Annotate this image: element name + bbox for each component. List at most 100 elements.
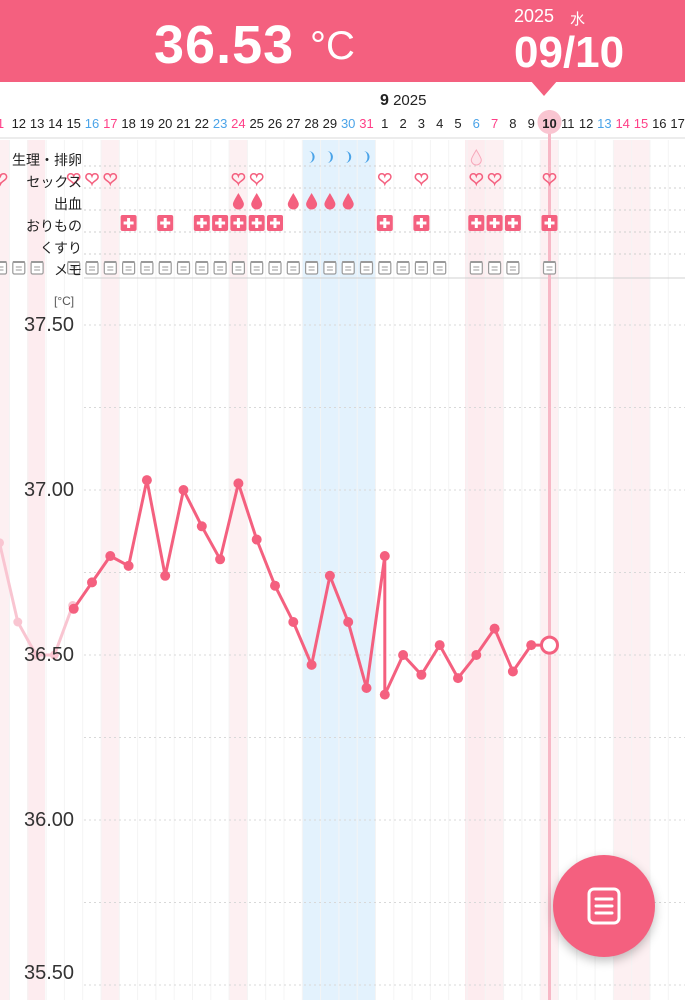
memo-icon [176,261,191,275]
day-header-label[interactable]: 20 [158,116,172,131]
chart-point [343,617,354,627]
discharge-plus-icon [376,215,393,231]
memo-icon [0,261,8,275]
day-header-label[interactable]: 15 [66,116,80,131]
memo-icon [341,261,355,275]
chart-point [379,689,390,700]
day-header-label[interactable]: 4 [436,116,443,131]
memo-icon [268,261,282,275]
selected-weekday: 水 [570,11,586,28]
memo-icon [488,261,502,275]
day-header-label[interactable]: 24 [231,116,245,131]
chart-point [68,603,79,614]
row-label-bleeding: 出血 [54,196,82,212]
memo-icon [30,261,44,275]
period-moon-icon [308,151,315,163]
day-header-label[interactable]: 6 [473,116,480,131]
chart-point [251,534,262,545]
row-label-medicine: くすり [40,240,82,256]
discharge-plus-icon [413,215,430,231]
chart-point [398,650,409,660]
day-header-label[interactable]: 7 [491,116,498,131]
day-header-label[interactable]: 12 [12,116,26,131]
row-label-sex: セックス [26,174,82,190]
weekend-band [632,140,650,1000]
day-header-label[interactable]: 21 [176,116,190,131]
day-header-label[interactable]: 1 [381,116,388,131]
chart-current-point[interactable] [540,635,559,655]
memo-icon [378,261,392,275]
memo-icon [140,261,154,275]
chart-point [196,521,207,532]
discharge-plus-icon [193,215,210,231]
discharge-plus-icon [468,215,485,231]
day-header-label[interactable]: 1 [0,116,4,131]
day-header-label[interactable]: 14 [615,116,629,131]
memo-icon [12,261,26,275]
chart-point [416,669,427,680]
day-header-label[interactable]: 13 [597,116,611,131]
selected-year: 2025 [514,6,555,26]
day-header-label[interactable]: 11 [561,116,575,131]
day-header-label[interactable]: 17 [670,116,684,131]
day-header-label[interactable]: 5 [454,116,461,131]
current-temperature[interactable]: 36.53 [154,15,295,75]
discharge-plus-icon [486,215,503,231]
day-header-label[interactable]: 14 [48,116,62,131]
month-number: 9 [380,92,389,109]
date-pointer [530,80,558,96]
memo-icon [542,261,557,275]
selected-date[interactable]: 09/10 [514,28,625,77]
weekend-band [613,140,632,1000]
day-header-label[interactable]: 19 [140,116,154,131]
chart-point [471,650,482,660]
y-tick-label: 37.00 [24,479,75,501]
day-header-label[interactable]: 8 [509,116,516,131]
sex-heart-icon [487,173,502,187]
memo-icon [506,261,520,275]
day-header-label[interactable]: 26 [268,116,282,131]
month-year: 2025 [393,92,427,109]
memo-icon [195,261,209,275]
day-header-label[interactable]: 25 [249,116,263,131]
day-header-label[interactable]: 2 [399,116,406,131]
row-label-memo: メモ [54,262,82,278]
memo-icon [396,261,410,275]
day-header-label[interactable]: 31 [359,116,373,131]
notes-fab-button[interactable] [553,855,655,957]
chart-faded-point [31,650,41,660]
day-header-label[interactable]: 29 [323,116,337,131]
sex-heart-icon [231,173,246,187]
ovulation-drop-icon [470,149,482,166]
sex-heart-icon [414,173,429,187]
chart-point [105,551,116,561]
bleeding-drop-icon [251,193,263,210]
day-header-label[interactable]: 16 [85,116,99,131]
day-header-label[interactable]: 3 [418,116,425,131]
period-moon-icon [363,151,370,163]
day-header-label[interactable]: 18 [121,116,135,131]
day-header-label[interactable]: 15 [634,116,648,131]
y-axis-unit: [°C] [54,294,75,308]
chart-faded-point [49,650,59,660]
day-header-label[interactable]: 17 [103,116,117,131]
bleeding-drop-icon [324,193,336,210]
day-header-label[interactable]: 13 [30,116,44,131]
memo-icon [286,261,300,275]
weekend-band [101,140,120,1000]
day-header-label[interactable]: 23 [213,116,227,131]
day-header-label[interactable]: 30 [341,116,355,131]
sex-heart-icon [249,173,264,187]
notes-icon [587,887,621,925]
day-header-label[interactable]: 22 [195,116,209,131]
day-header-label[interactable]: 27 [286,116,300,131]
day-header-label[interactable]: 10 [542,116,556,131]
day-header-label[interactable]: 16 [652,116,666,131]
day-header-label[interactable]: 12 [579,116,593,131]
bleeding-drop-icon [232,193,244,210]
bleeding-drop-icon [306,193,318,210]
day-header-label[interactable]: 28 [304,116,318,131]
day-header-label[interactable]: 9 [528,116,535,131]
chart-point [215,554,226,565]
